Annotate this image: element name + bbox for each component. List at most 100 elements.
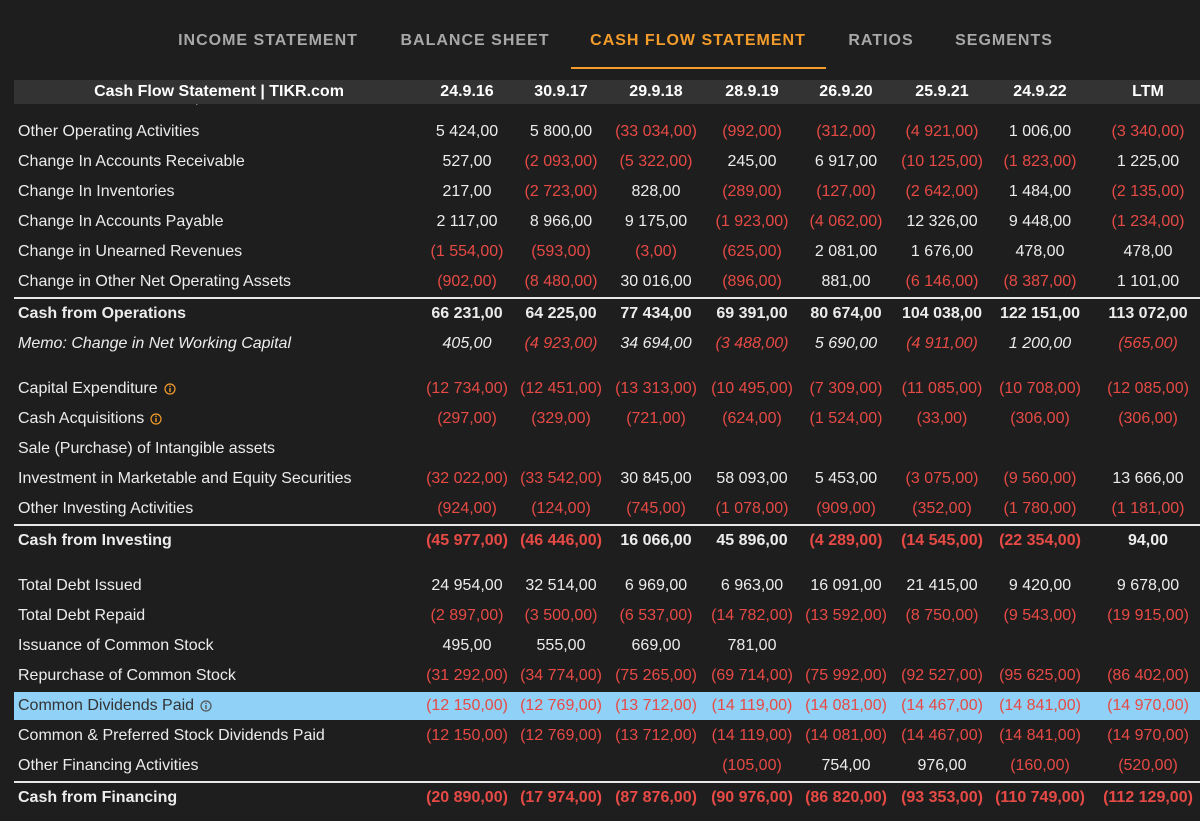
cell-value: 1 101,00 — [1116, 273, 1180, 290]
cell-value: (2 093,00) — [524, 153, 598, 170]
cell-value: 58 093,00 — [716, 470, 788, 487]
cell-value: (10 125,00) — [901, 153, 983, 170]
tab[interactable]: SEGMENTS — [955, 32, 1053, 49]
row-label[interactable]: Common & Preferred Stock Dividends Paid — [18, 727, 325, 744]
info-icon[interactable] — [200, 700, 212, 712]
cell-value: (33,00) — [916, 410, 968, 427]
cell-value: 5 800,00 — [529, 123, 593, 140]
row-label[interactable]: Memo: Change in Net Working Capital — [18, 335, 292, 352]
row-label[interactable]: Capital Expenditure — [18, 380, 158, 397]
cell-value: 555,00 — [536, 637, 586, 654]
cell-value: (2 642,00) — [905, 183, 979, 200]
cell-value: (3,00) — [635, 243, 677, 260]
cell-value: (1 823,00) — [1003, 153, 1077, 170]
tab[interactable]: BALANCE SHEET — [400, 32, 550, 49]
row-label[interactable]: Issuance of Common Stock — [18, 637, 214, 654]
row-label[interactable]: Cash from Investing — [18, 532, 172, 549]
cell-value: (3 075,00) — [905, 470, 979, 487]
cell-value: (1 078,00) — [715, 500, 789, 517]
cell-value: (105,00) — [722, 757, 782, 774]
cell-value: (13 313,00) — [615, 380, 697, 397]
cell-value: (14 841,00) — [999, 727, 1081, 744]
cell-value: (22 354,00) — [999, 532, 1081, 549]
cell-value: (12 769,00) — [520, 697, 602, 714]
cell-value: (289,00) — [722, 183, 782, 200]
cell-value: (520,00) — [1118, 757, 1178, 774]
tab[interactable]: RATIOS — [848, 32, 914, 49]
cell-value: 16 091,00 — [810, 577, 882, 594]
row-label[interactable]: Other Financing Activities — [18, 757, 199, 774]
cell-value: (3 340,00) — [1111, 123, 1185, 140]
cell-value: (14 782,00) — [711, 607, 793, 624]
cell-value: (11 085,00) — [901, 380, 983, 397]
column-header: 24.9.16 — [440, 83, 494, 100]
info-icon[interactable] — [150, 413, 162, 425]
cell-value: 6 917,00 — [814, 153, 878, 170]
row-label[interactable]: Sale (Purchase) of Intangible assets — [18, 440, 276, 457]
cell-value: (112 129,00) — [1103, 789, 1193, 806]
cell-value: (2 723,00) — [524, 183, 598, 200]
cell-value: (4 921,00) — [905, 123, 979, 140]
row-highlight — [14, 692, 1200, 720]
column-header: 30.9.17 — [534, 83, 588, 100]
cell-value: (2 135,00) — [1111, 183, 1185, 200]
cell-value: (4 911,00) — [906, 335, 978, 352]
row-label[interactable]: Change In Accounts Receivable — [18, 153, 245, 170]
cell-value: (9 543,00) — [1003, 607, 1077, 624]
cell-value: (909,00) — [816, 500, 876, 517]
cell-value: (33 034,00) — [615, 123, 697, 140]
cell-value: (924,00) — [437, 500, 497, 517]
cell-value: 478,00 — [1123, 243, 1173, 260]
cell-value: 9 678,00 — [1116, 577, 1180, 594]
cell-value: 104 038,00 — [901, 305, 983, 322]
cell-value: (625,00) — [722, 243, 782, 260]
cell-value: (745,00) — [626, 500, 686, 517]
cell-value: 122 151,00 — [999, 305, 1081, 322]
row-label[interactable]: Change in Other Net Operating Assets — [18, 273, 292, 290]
row-label[interactable]: Change In Inventories — [18, 183, 175, 200]
cell-value: (10 708,00) — [999, 380, 1081, 397]
cell-value: (593,00) — [531, 243, 591, 260]
cell-value: (19 915,00) — [1107, 607, 1189, 624]
cell-value: 34 694,00 — [620, 335, 692, 352]
cell-value: 495,00 — [442, 637, 492, 654]
row-label[interactable]: Cash from Operations — [18, 305, 187, 322]
row-label[interactable]: Common Dividends Paid — [18, 697, 195, 714]
cell-value: (896,00) — [722, 273, 782, 290]
row-label[interactable]: Other Investing Activities — [18, 500, 194, 517]
row-label[interactable]: Total Debt Issued — [18, 577, 142, 594]
cell-value: (13 592,00) — [805, 607, 887, 624]
cell-value: 1 676,00 — [910, 243, 974, 260]
cell-value: (14 119,00) — [711, 697, 793, 714]
cell-value: 527,00 — [442, 153, 492, 170]
row-label[interactable]: Total Debt Repaid — [18, 607, 146, 624]
cell-value: 1 484,00 — [1008, 183, 1072, 200]
cell-value: (312,00) — [816, 123, 876, 140]
row-label[interactable]: Other Operating Activities — [18, 123, 200, 140]
cell-value: (624,00) — [722, 410, 782, 427]
cell-value: (12 150,00) — [426, 727, 508, 744]
cell-value: 6 963,00 — [720, 577, 784, 594]
cell-value: (75 265,00) — [615, 667, 697, 684]
info-icon[interactable] — [164, 383, 176, 395]
cell-value: (565,00) — [1118, 335, 1178, 352]
cell-value: (13 712,00) — [615, 697, 697, 714]
tab[interactable]: CASH FLOW STATEMENT — [590, 32, 806, 49]
cell-value: (306,00) — [1118, 410, 1178, 427]
cell-value: (20 890,00) — [426, 789, 508, 806]
cell-value: (124,00) — [531, 500, 591, 517]
row-label[interactable]: Repurchase of Common Stock — [18, 667, 236, 684]
cell-value: (14 545,00) — [901, 532, 983, 549]
tab[interactable]: INCOME STATEMENT — [178, 32, 358, 49]
row-label[interactable]: Investment in Marketable and Equity Secu… — [18, 470, 352, 487]
row-label[interactable]: Change In Accounts Payable — [18, 213, 224, 230]
row-label[interactable]: Cash Acquisitions — [18, 410, 145, 427]
cell-value: (32 022,00) — [426, 470, 508, 487]
row-label[interactable]: Change in Unearned Revenues — [18, 243, 243, 260]
table-title: Cash Flow Statement | TIKR.com — [94, 83, 344, 100]
cell-value: (95 625,00) — [999, 667, 1081, 684]
total-rule — [14, 781, 1200, 783]
column-header: 29.9.18 — [629, 83, 683, 100]
row-label[interactable]: Cash from Financing — [18, 789, 178, 806]
total-rule — [14, 524, 1200, 526]
